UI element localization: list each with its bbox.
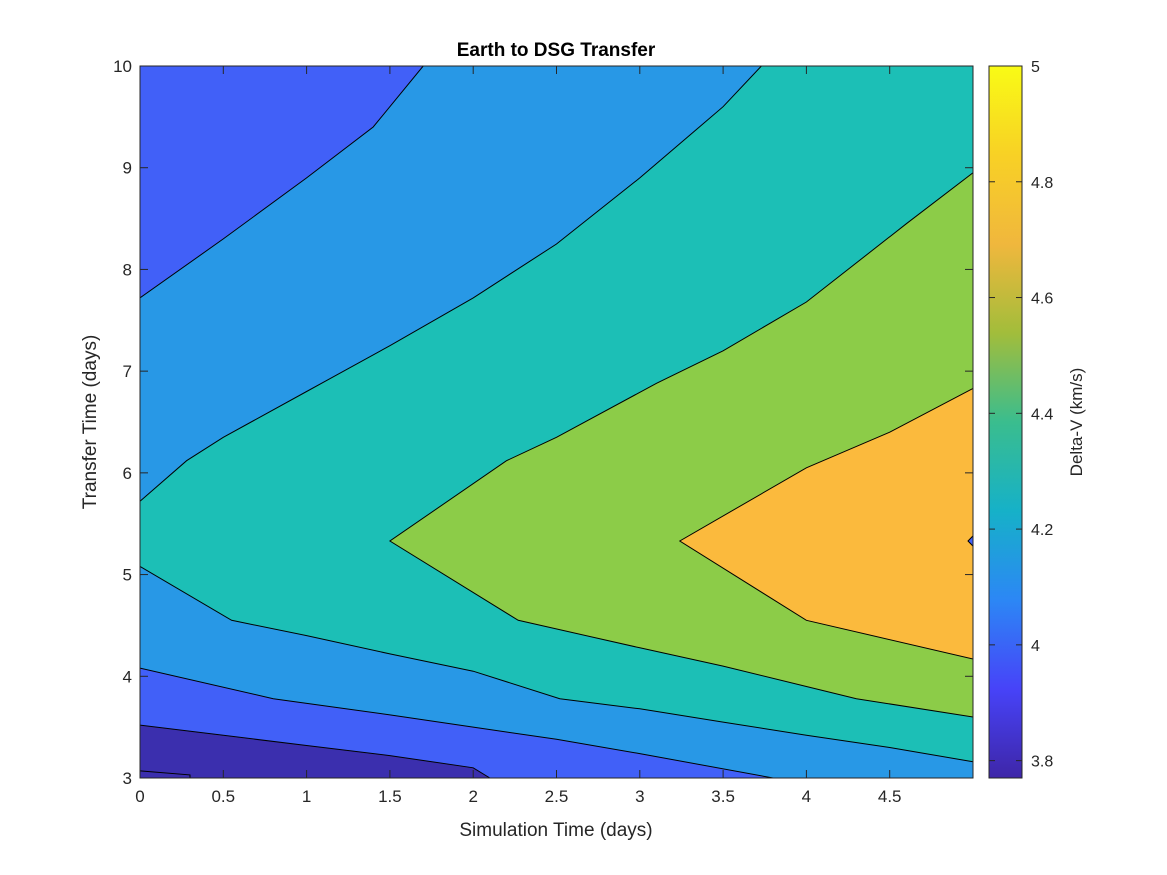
x-tick-label: 4.5: [878, 787, 902, 806]
contour-line-0: [140, 770, 191, 778]
x-tick-label: 0.5: [211, 787, 235, 806]
y-axis-ticks: 3 4 5 6 7 8 9 10: [113, 57, 973, 788]
x-tick-label: 2.5: [545, 787, 569, 806]
colorbar-box: [988, 65, 1023, 779]
colorbar-label: Delta-V (km/s): [1067, 368, 1086, 477]
y-tick-label: 4: [123, 667, 132, 686]
x-tick-label: 1.5: [378, 787, 402, 806]
x-tick-label: 3.5: [711, 787, 735, 806]
colorbar-tick-label: 5: [1031, 59, 1040, 76]
contour-line-2: [140, 667, 774, 778]
contour-lines: [140, 66, 973, 778]
y-axis-label: Transfer Time (days): [80, 335, 101, 510]
colorbar-fill: [989, 66, 1022, 778]
y-tick-label: 3: [123, 769, 132, 788]
colorbar-tick-label: 4.8: [1031, 175, 1053, 192]
contour-line-8: [967, 535, 973, 547]
y-tick-label: 9: [123, 159, 132, 178]
y-tick-label: 6: [123, 464, 132, 483]
x-tick-label: 1: [302, 787, 311, 806]
x-tick-label: 4: [802, 787, 811, 806]
contour-line-5: [140, 66, 424, 299]
colorbar-tick-label: 4.4: [1031, 406, 1053, 423]
y-tick-label: 5: [123, 566, 132, 585]
contour-line-7: [678, 387, 973, 660]
contour-line-4: [140, 66, 762, 502]
colorbar-tick-label: 3.8: [1031, 754, 1053, 771]
colorbar: 3.8 4 4.2 4.4 4.6 4.8 5 Delta-V (km/s): [988, 59, 1086, 779]
colorbar-tick-label: 4: [1031, 638, 1040, 655]
y-tick-label: 10: [113, 57, 132, 76]
plot-area: [140, 66, 973, 778]
contour-line-3: [140, 565, 973, 763]
x-tick-label: 3: [635, 787, 644, 806]
chart-title: Earth to DSG Transfer: [457, 40, 656, 61]
x-axis-ticks: 0 0.5 1 1.5 2 2.5 3 3.5 4 4.5: [135, 66, 902, 806]
x-tick-label: 0: [135, 787, 144, 806]
colorbar-ticks: 3.8 4 4.2 4.4 4.6 4.8 5: [989, 59, 1053, 771]
y-tick-label: 7: [123, 362, 132, 381]
y-tick-label: 8: [123, 260, 132, 279]
colorbar-tick-label: 4.6: [1031, 291, 1053, 308]
colorbar-tick-label: 4.2: [1031, 522, 1053, 539]
contour-line-6: [388, 172, 973, 718]
contour-line-1: [140, 724, 491, 778]
contour-regions: [140, 66, 973, 778]
x-axis-label: Simulation Time (days): [459, 820, 652, 841]
x-tick-label: 2: [468, 787, 477, 806]
